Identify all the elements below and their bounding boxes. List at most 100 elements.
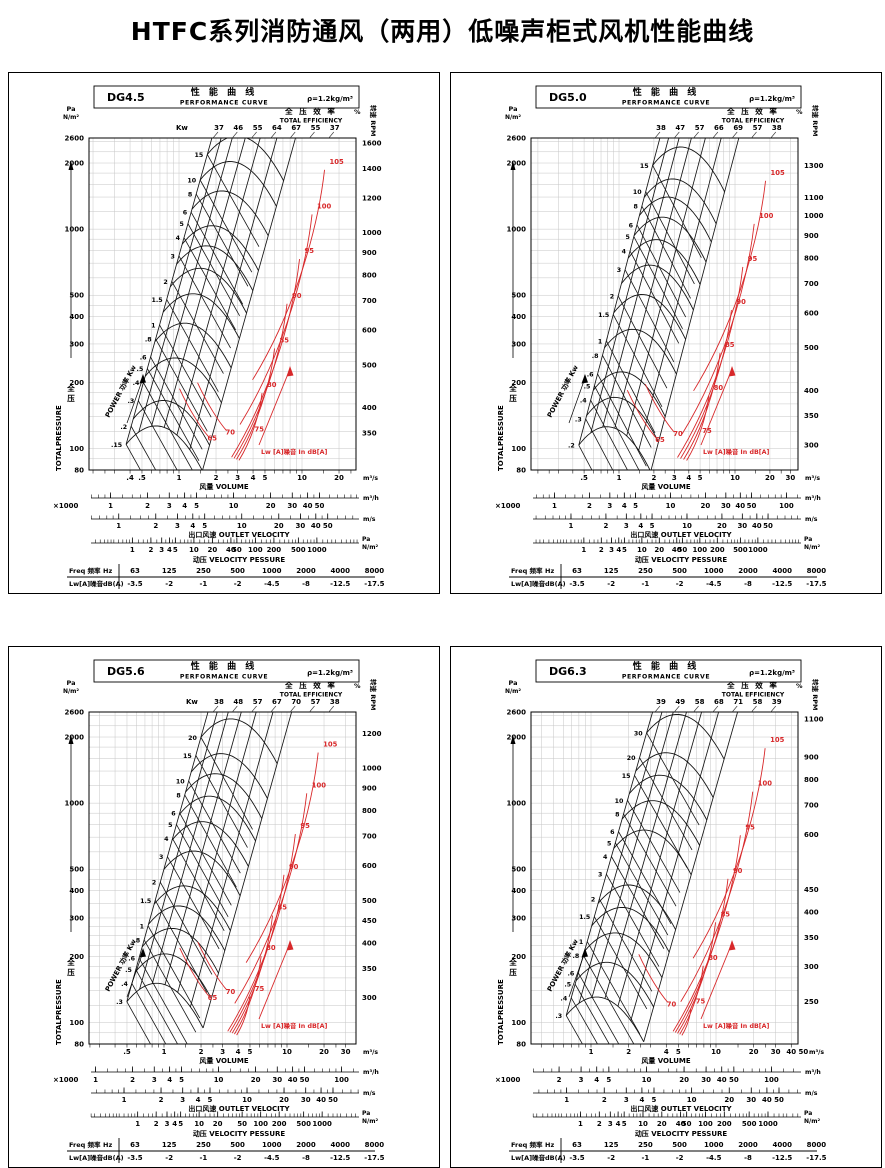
kw-label: 15 xyxy=(640,163,649,170)
power-curve xyxy=(641,205,691,299)
noise-correction-value: -17.5 xyxy=(364,580,384,588)
volume-unit: m³/s xyxy=(363,1049,378,1056)
power-curve xyxy=(159,882,213,975)
total-pressure-cn: 压 xyxy=(509,968,517,977)
kw-label: .3 xyxy=(575,416,582,423)
pressure-tick-label: 400 xyxy=(69,313,84,321)
efficiency-stub xyxy=(328,131,335,139)
kw-label: 10 xyxy=(176,778,185,785)
volume-tick-label: 20 xyxy=(319,1048,329,1056)
efficiency-curve xyxy=(138,138,222,433)
dynamic-tick-label: 4 xyxy=(616,1120,621,1128)
kw-label: 2 xyxy=(591,897,595,904)
pressure-tick-label: 400 xyxy=(511,887,526,895)
noise-level-label: 80 xyxy=(708,954,718,962)
rpm-header: 转速 RPM xyxy=(369,105,378,137)
rpm-label: 300 xyxy=(362,994,377,1002)
efficiency-label-en: TOTAL EFFICIENCY xyxy=(722,692,785,699)
noise-level-label: 100 xyxy=(759,212,773,220)
noise-row-label: Lw[A]噪音 xyxy=(511,579,546,588)
power-curve xyxy=(602,355,652,448)
volume-tick-label: 20 xyxy=(749,1048,759,1056)
freq-value: 63 xyxy=(572,567,582,575)
velocity-tick-label: 40 xyxy=(311,522,321,530)
noise-correction-value: -4.5 xyxy=(264,580,279,588)
kw-label: 1 xyxy=(598,338,602,345)
flow-tick-label: 3 xyxy=(579,1076,584,1084)
kw-label: 6 xyxy=(610,829,615,836)
pressure-unit: Pa xyxy=(509,679,518,687)
velocity-tick-label: 3 xyxy=(180,1096,185,1104)
noise-correction-value: -12.5 xyxy=(772,1154,792,1162)
x1000-label: ×1000 xyxy=(53,1076,78,1084)
dynamic-tick-label: 1000 xyxy=(312,1120,332,1128)
noise-curve xyxy=(681,223,755,435)
power-curve xyxy=(125,444,141,470)
density-label: ρ=1.2kg/m³ xyxy=(749,669,795,677)
rpm-label: 900 xyxy=(804,232,819,240)
flow-tick-label: 10 xyxy=(229,502,239,510)
freq-value: 2000 xyxy=(296,1141,316,1149)
rpm-curve xyxy=(584,932,663,978)
kw-label: 1.5 xyxy=(579,914,590,921)
efficiency-value: 38 xyxy=(656,124,666,132)
pressure-tick-label: 500 xyxy=(69,866,84,874)
x1000-label: ×1000 xyxy=(495,502,520,510)
noise-level-label: 70 xyxy=(226,988,236,996)
dynamic-tick-label: 20 xyxy=(208,546,218,554)
noise-level-label: 65 xyxy=(208,994,218,1002)
volume-tick-label: 1 xyxy=(589,1048,594,1056)
efficiency-stub xyxy=(712,705,719,713)
dynamic-tick-label: 50 xyxy=(678,546,688,554)
rpm-label: 1000 xyxy=(804,212,824,220)
pressure-tick-label: 200 xyxy=(511,379,526,387)
velocity-tick-label: 50 xyxy=(323,522,333,530)
noise-annotation: Lw [A]噪音 In dB[A] xyxy=(261,447,328,456)
efficiency-stub xyxy=(289,131,296,139)
noise-correction-value: -12.5 xyxy=(330,1154,350,1162)
efficiency-stub xyxy=(251,705,257,713)
plot-box xyxy=(530,137,799,471)
kw-label: .2 xyxy=(568,443,575,450)
kw-label: 8 xyxy=(176,792,180,799)
kw-label: .3 xyxy=(128,398,135,405)
velocity-tick-label: 4 xyxy=(190,522,195,530)
volume-tick-label: .5 xyxy=(138,474,146,482)
kw-label: 1 xyxy=(140,923,144,930)
pressure-tick-label: 2000 xyxy=(65,160,85,168)
freq-value: 1000 xyxy=(704,567,724,575)
velocity-unit: m/s xyxy=(363,516,376,523)
power-curve xyxy=(137,400,178,470)
rpm-curve xyxy=(597,884,676,930)
plot-box xyxy=(530,711,799,1045)
velocity-tick-label: 1 xyxy=(564,1096,569,1104)
pressure-unit: N/m² xyxy=(63,114,79,121)
power-axis-arrow xyxy=(126,377,144,424)
efficiency-stub xyxy=(674,131,680,139)
rpm-label: 600 xyxy=(362,326,377,334)
rpm-label: 500 xyxy=(362,897,377,905)
total-pressure-cn: 压 xyxy=(67,968,75,977)
velocity-tick-label: 3 xyxy=(624,1096,629,1104)
power-curve xyxy=(586,941,641,1035)
efficiency-curve xyxy=(617,712,703,1007)
dynamic-tick-label: 50 xyxy=(232,546,242,554)
freq-value: 125 xyxy=(162,1141,177,1149)
kw-label: 4 xyxy=(622,249,627,256)
dynamic-tick-label: 200 xyxy=(717,1120,732,1128)
power-axis-arrow xyxy=(568,951,586,998)
rpm-label: 350 xyxy=(804,412,819,420)
efficiency-value: 48 xyxy=(233,698,243,706)
flow-tick-label: 40 xyxy=(288,1076,298,1084)
power-curve xyxy=(570,997,598,1044)
power-curve xyxy=(585,418,614,470)
efficiency-curve xyxy=(638,138,722,451)
freq-value: 8000 xyxy=(807,1141,827,1149)
kw-label: 1 xyxy=(151,322,155,329)
noise-correction-value: -12.5 xyxy=(772,580,792,588)
noise-level-label: 95 xyxy=(745,823,755,831)
outlet-label: 出口风速 OUTLET VELOCITY xyxy=(188,530,290,539)
pressure-tick-label: 100 xyxy=(69,1019,84,1027)
noise-level-label: 105 xyxy=(771,169,785,177)
power-curve xyxy=(195,755,248,848)
